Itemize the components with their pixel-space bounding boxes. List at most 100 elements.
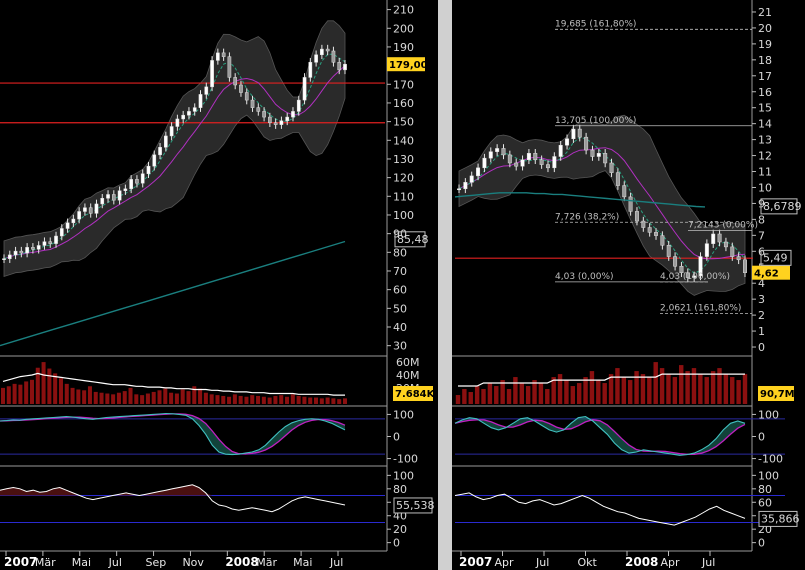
right-candle [526, 153, 531, 161]
right-price-tick-label: 8 [758, 213, 765, 226]
right-candle [679, 266, 684, 273]
left-candle [296, 99, 301, 112]
left-price-tick-label: 140 [393, 134, 414, 147]
right-price-tick-label: 11 [758, 166, 772, 179]
right-candle [507, 154, 512, 164]
left-rsi-value-box [393, 497, 433, 514]
right-ma-label-box [760, 198, 798, 215]
left-candle [227, 56, 232, 78]
right-candle [558, 144, 563, 157]
right-ma-label: 8,6789 [763, 200, 802, 213]
right-volume-bar [647, 377, 652, 404]
left-price-tick-label: 190 [393, 41, 414, 54]
right-price-tick-label: 3 [758, 293, 765, 306]
left-ma-label-box [394, 231, 426, 248]
left-candle [210, 60, 214, 88]
left-stoch-line [0, 412, 346, 456]
left-candle [7, 254, 12, 259]
right-volume-bar [704, 377, 709, 404]
left-candle [337, 62, 342, 71]
left-volume-bar [180, 389, 185, 404]
left-candle [302, 77, 307, 101]
left-volume-bar [337, 399, 342, 404]
left-volume-bar [18, 384, 23, 404]
left-price-tick-label: 150 [393, 116, 414, 129]
right-volume-bar [532, 380, 537, 404]
right-rsi-tick-label: 80 [758, 483, 772, 496]
left-volume-bar [290, 394, 295, 404]
right-candle [552, 156, 557, 169]
right-candle [622, 185, 627, 198]
right-x-tick-label: Apr [495, 556, 515, 569]
right-x-tick-label: Jul [535, 556, 549, 569]
right-stoch-tick-label: 0 [758, 431, 765, 444]
left-volume-bar [256, 395, 261, 404]
left-candle [163, 135, 168, 148]
right-candle [730, 246, 735, 257]
left-rsi-tick-label: 100 [393, 469, 414, 482]
chart-text: 3040506070809010011012013014015016017018… [4, 4, 802, 569]
right-candle [565, 138, 570, 146]
left-volume-bar [192, 386, 197, 404]
fib-level-label: 7,2143 (0,00%) [688, 221, 758, 231]
left-volume-bar [273, 395, 278, 404]
right-volume-bar [717, 368, 722, 404]
left-volume-bar [203, 392, 208, 404]
right-rsi-value-box [758, 510, 798, 527]
right-volume-bar [710, 371, 716, 404]
right-candle [685, 272, 690, 278]
left-x-tick-label: Sep [146, 556, 167, 569]
right-volume-bar [730, 377, 735, 404]
left-candle [42, 241, 47, 246]
right-volume-bar [685, 371, 690, 404]
left-price-tick-label: 90 [393, 228, 407, 241]
left-rsi-value-text: 55,538 [396, 499, 435, 512]
right-candle [514, 162, 519, 167]
right-candle [717, 233, 722, 243]
left-candle [192, 107, 197, 112]
right-volume-bar [608, 374, 614, 404]
panel-divider [438, 0, 452, 570]
right-volume-bar [602, 383, 607, 404]
left-price-tick-label: 60 [393, 284, 407, 297]
left-candle [111, 194, 116, 201]
left-volume-bar [261, 396, 266, 404]
left-volume-bar [267, 397, 272, 404]
left-candle [123, 188, 128, 191]
right-volume-bar [468, 392, 473, 404]
right-volume-bar [627, 380, 633, 404]
right-rsi-tick-label: 0 [758, 537, 765, 550]
right-volume-bar [551, 377, 556, 404]
right-stoch-signal-line [454, 419, 746, 455]
left-stoch-tick-label: 100 [393, 408, 414, 421]
left-ma-fast-line [3, 53, 346, 260]
left-volume-bar [296, 395, 301, 404]
left-candle [71, 218, 76, 224]
right-volume-bar [615, 368, 620, 404]
right-candle [476, 167, 481, 177]
left-price-tick-label: 110 [393, 190, 414, 203]
left-candle [233, 77, 238, 86]
left-volume-bar [93, 391, 98, 404]
left-volume-bar [227, 396, 232, 404]
left-candle [2, 258, 6, 260]
right-candle [482, 157, 487, 169]
left-candle [198, 94, 203, 108]
right-candle [647, 227, 652, 233]
right-rsi-tick-label: 60 [758, 496, 772, 509]
left-candle [59, 228, 64, 237]
right-candle [488, 151, 493, 159]
left-volume-bar [6, 386, 11, 404]
left-volume-bar [331, 398, 336, 404]
left-price-tick-label: 50 [393, 302, 407, 315]
fib-level-label: 13,705 (100,00%) [555, 116, 636, 126]
left-candle [320, 48, 324, 56]
right-volume-bar [640, 374, 646, 404]
right-candle [577, 128, 582, 138]
right-volume-bar [621, 377, 627, 404]
left-volume-bar [215, 395, 220, 404]
right-candle [495, 148, 500, 152]
left-volume-bar [134, 394, 139, 404]
right-volume-bar [736, 380, 741, 404]
